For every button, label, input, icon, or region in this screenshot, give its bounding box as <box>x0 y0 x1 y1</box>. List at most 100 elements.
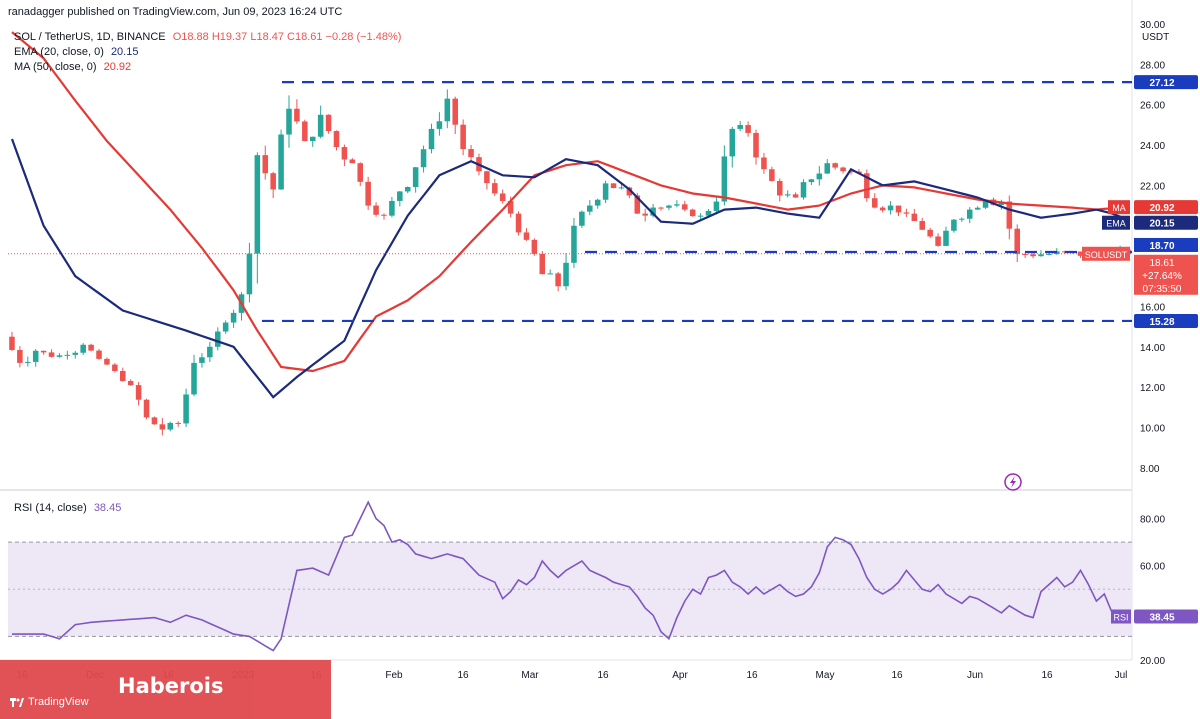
candle-body <box>1061 251 1068 253</box>
ma-badge: 20.92 <box>1149 203 1174 214</box>
candle-body <box>792 194 799 198</box>
candle-body <box>80 344 86 353</box>
price-tick-label: 28.00 <box>1140 60 1165 71</box>
candle-body <box>943 230 949 246</box>
candle-body <box>151 417 158 425</box>
level-mid-text: 18.70 <box>1149 241 1174 252</box>
time-tick-label: 16 <box>1041 670 1053 681</box>
candle-body <box>721 156 728 202</box>
tradingview-icon <box>10 697 24 707</box>
ema-label: EMA (20, close, 0) <box>14 46 104 58</box>
rsi-tick-label: 20.00 <box>1140 656 1165 667</box>
candle-body <box>222 322 229 332</box>
candle-body <box>127 381 134 386</box>
candle-body <box>468 149 474 158</box>
candle-body <box>658 207 664 209</box>
rsi-tick-label: 60.00 <box>1140 562 1165 573</box>
candle-body <box>626 187 633 196</box>
level-top-badge: 27.12 <box>1149 78 1174 89</box>
candle-body <box>610 183 617 189</box>
rsi-tag: RSI <box>1113 613 1128 623</box>
level-mid-bg2 <box>1134 237 1198 252</box>
candle-body <box>737 125 743 129</box>
publisher-line: ranadagger published on TradingView.com,… <box>8 6 343 18</box>
time-tick-label: May <box>816 670 835 681</box>
candle-body <box>444 98 451 122</box>
candle-body <box>143 399 150 418</box>
tradingview-logo[interactable]: TradingView <box>10 696 89 708</box>
candle-body <box>120 370 126 382</box>
candle-body <box>571 225 577 263</box>
candle-body <box>492 183 498 194</box>
rsi-tag-bg <box>1111 609 1131 624</box>
candle-body <box>895 205 902 213</box>
candle-body <box>697 215 704 217</box>
ma-tag-bg <box>1108 200 1130 215</box>
candle-body <box>9 336 15 350</box>
ma-value: 20.92 <box>103 61 132 73</box>
candle-body <box>428 128 435 150</box>
watermark-text: Haberois <box>118 674 224 698</box>
rsi-badge: 38.45 <box>1149 613 1174 624</box>
price-tick-label: 14.00 <box>1140 343 1165 354</box>
candle-body <box>72 352 79 355</box>
ma-legend: MA (50, close, 0) 20.92 <box>14 61 131 73</box>
time-tick-label: Mar <box>521 670 539 681</box>
candle-body <box>373 205 379 215</box>
time-tick-label: Jun <box>967 670 983 681</box>
ma-badge-bg <box>1134 200 1198 215</box>
candle-body <box>642 213 648 216</box>
candle-body <box>32 350 39 362</box>
price-change: +27.64% <box>1142 271 1182 282</box>
candle-body <box>523 232 530 240</box>
price-value: 18.61 <box>1149 258 1174 269</box>
candle-body <box>563 262 569 287</box>
candle-body <box>389 200 395 216</box>
rsi-line <box>12 500 1129 652</box>
symbol-title: SOL / TetherUS, 1D, BINANCE <box>14 31 166 43</box>
candle-body <box>832 163 838 168</box>
candle-body <box>199 357 205 363</box>
candle-body <box>848 171 854 173</box>
candle-body <box>753 132 759 158</box>
time-tick-label: 16 <box>746 670 758 681</box>
ma-label: MA (50, close, 0) <box>14 61 97 73</box>
candle-body <box>412 167 419 187</box>
candle-body <box>278 134 284 190</box>
candle-body <box>341 147 348 160</box>
candle-body <box>25 361 31 363</box>
candle-body <box>800 182 807 198</box>
ma50-line <box>11 31 1129 373</box>
candle-body <box>539 253 546 275</box>
ma-tag: MA <box>1112 203 1126 213</box>
candle-body <box>214 331 221 347</box>
time-tick-label: Apr <box>672 670 688 681</box>
candle-body <box>48 352 55 357</box>
candle-body <box>1030 254 1036 257</box>
level-top-badge-bg <box>1134 75 1198 90</box>
candle-body <box>135 385 142 400</box>
candle-body <box>745 125 751 133</box>
candle-body <box>769 169 775 181</box>
candle-body <box>689 209 696 217</box>
price-tick-label: 26.00 <box>1140 101 1165 112</box>
candle-body <box>112 364 118 371</box>
price-tick-label: 22.00 <box>1140 181 1165 192</box>
time-tick-label: 16 <box>597 670 609 681</box>
candle-body <box>618 187 625 189</box>
candle-body <box>761 157 767 170</box>
candle-body <box>531 239 538 254</box>
candle-body <box>333 131 340 148</box>
candle-body <box>951 219 957 231</box>
candle-body <box>919 221 926 230</box>
candle-body <box>302 121 308 142</box>
candle-body <box>982 199 989 208</box>
candle-body <box>713 201 720 211</box>
candle-body <box>254 155 261 254</box>
candle-body <box>864 173 870 199</box>
candle-body <box>1006 201 1013 229</box>
lightning-bolt-icon <box>1010 476 1016 488</box>
candle-body <box>167 422 174 430</box>
candle-body <box>515 213 522 233</box>
